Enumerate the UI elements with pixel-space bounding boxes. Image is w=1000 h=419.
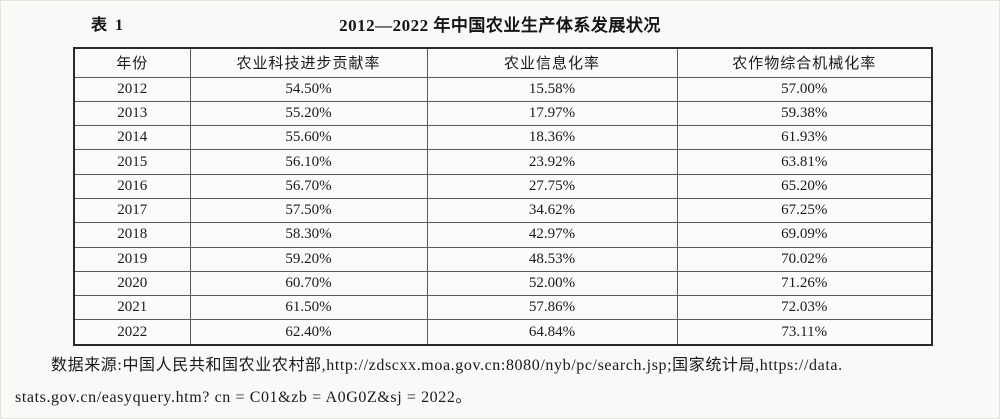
table-caption-row: 表 1 2012—2022 年中国农业生产体系发展状况 — [1, 11, 999, 35]
cell-year: 2013 — [73, 100, 191, 127]
cell-tech-progress: 56.70% — [189, 173, 428, 199]
cell-year: 2020 — [73, 270, 191, 297]
cell-mechanization: 65.20% — [676, 173, 933, 199]
cell-tech-progress: 61.50% — [189, 295, 428, 321]
cell-informatization: 64.84% — [426, 319, 678, 346]
table-caption-label: 表 1 — [91, 17, 126, 34]
table-row: 2012 54.50% 15.58% 57.00% — [73, 76, 933, 102]
cell-mechanization: 71.26% — [676, 270, 933, 297]
cell-mechanization: 59.38% — [676, 100, 933, 127]
cell-informatization: 52.00% — [426, 270, 678, 297]
table-row: 2013 55.20% 17.97% 59.38% — [73, 100, 933, 127]
cell-tech-progress: 54.50% — [189, 76, 428, 102]
column-header-mechanization-rate: 农作物综合机械化率 — [676, 47, 933, 78]
cell-informatization: 15.58% — [426, 76, 678, 102]
cell-year: 2021 — [73, 295, 191, 321]
cell-year: 2019 — [73, 246, 191, 272]
table-header-row: 年份 农业科技进步贡献率 农业信息化率 农作物综合机械化率 — [73, 47, 933, 78]
cell-informatization: 17.97% — [426, 100, 678, 127]
cell-tech-progress: 62.40% — [189, 319, 428, 346]
cell-mechanization: 69.09% — [676, 222, 933, 248]
table-row: 2015 56.10% 23.92% 63.81% — [73, 149, 933, 175]
cell-tech-progress: 59.20% — [189, 246, 428, 272]
cell-mechanization: 67.25% — [676, 197, 933, 224]
cell-year: 2016 — [73, 173, 191, 199]
source-note-line1: 数据来源:中国人民共和国农业农村部,http://zdscxx.moa.gov.… — [51, 357, 843, 374]
table-row: 2014 55.60% 18.36% 61.93% — [73, 125, 933, 151]
cell-mechanization: 73.11% — [676, 319, 933, 346]
source-note-line2: stats.gov.cn/easyquery.htm? cn = C01&zb … — [15, 389, 473, 406]
column-header-tech-progress-contribution: 农业科技进步贡献率 — [189, 47, 428, 78]
cell-year: 2014 — [73, 125, 191, 151]
cell-informatization: 18.36% — [426, 125, 678, 151]
table-row: 2022 62.40% 64.84% 73.11% — [73, 319, 933, 346]
cell-mechanization: 57.00% — [676, 76, 933, 102]
cell-informatization: 23.92% — [426, 149, 678, 175]
table-row: 2019 59.20% 48.53% 70.02% — [73, 246, 933, 272]
cell-year: 2017 — [73, 197, 191, 224]
data-table: 年份 农业科技进步贡献率 农业信息化率 农作物综合机械化率 2012 54.50… — [73, 47, 933, 346]
cell-informatization: 34.62% — [426, 197, 678, 224]
cell-tech-progress: 56.10% — [189, 149, 428, 175]
cell-tech-progress: 57.50% — [189, 197, 428, 224]
cell-year: 2015 — [73, 149, 191, 175]
cell-tech-progress: 58.30% — [189, 222, 428, 248]
cell-year: 2022 — [73, 319, 191, 346]
table-title: 2012—2022 年中国农业生产体系发展状况 — [339, 16, 661, 35]
cell-mechanization: 70.02% — [676, 246, 933, 272]
table-row: 2021 61.50% 57.86% 72.03% — [73, 295, 933, 321]
cell-year: 2018 — [73, 222, 191, 248]
table-row: 2020 60.70% 52.00% 71.26% — [73, 270, 933, 297]
cell-mechanization: 61.93% — [676, 125, 933, 151]
table-row: 2017 57.50% 34.62% 67.25% — [73, 197, 933, 224]
cell-mechanization: 72.03% — [676, 295, 933, 321]
cell-tech-progress: 55.20% — [189, 100, 428, 127]
cell-year: 2012 — [73, 76, 191, 102]
cell-mechanization: 63.81% — [676, 149, 933, 175]
source-note: 数据来源:中国人民共和国农业农村部,http://zdscxx.moa.gov.… — [15, 353, 989, 411]
cell-informatization: 27.75% — [426, 173, 678, 199]
cell-informatization: 48.53% — [426, 246, 678, 272]
table-row: 2016 56.70% 27.75% 65.20% — [73, 173, 933, 199]
table-row: 2018 58.30% 42.97% 69.09% — [73, 222, 933, 248]
cell-tech-progress: 60.70% — [189, 270, 428, 297]
column-header-informatization-rate: 农业信息化率 — [426, 47, 678, 78]
cell-tech-progress: 55.60% — [189, 125, 428, 151]
cell-informatization: 57.86% — [426, 295, 678, 321]
cell-informatization: 42.97% — [426, 222, 678, 248]
column-header-year: 年份 — [73, 47, 191, 78]
